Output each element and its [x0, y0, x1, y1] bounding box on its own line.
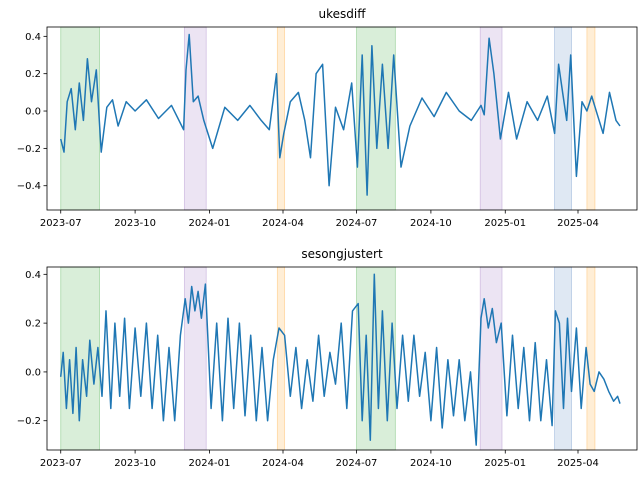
x-tick-label: 2025-01	[484, 218, 526, 229]
shaded-period-1	[60, 266, 100, 451]
y-tick-label: 0.4	[25, 270, 41, 281]
x-tick-label: 2024-07	[336, 458, 378, 469]
y-axis-ticks: −0.4 −0.2 0.0 0.2 0.4	[17, 32, 47, 192]
x-tick-label: 2025-04	[557, 458, 599, 469]
x-tick-label: 2023-10	[114, 218, 156, 229]
shaded-period-7	[586, 266, 596, 451]
y-tick-label: 0.4	[25, 32, 41, 43]
x-tick-label: 2024-04	[262, 458, 304, 469]
shaded-period-2	[183, 266, 207, 451]
x-axis-ticks: 2023-07 2023-10 2024-01 2024-04 2024-07 2024-…	[40, 450, 599, 469]
x-tick-label: 2024-10	[410, 458, 452, 469]
y-tick-label: −0.2	[17, 144, 41, 155]
x-tick-label: 2024-10	[410, 218, 452, 229]
x-tick-label: 2023-10	[114, 458, 156, 469]
shaded-period-3	[276, 266, 286, 451]
line-layer	[59, 33, 621, 196]
panel-ukesdiff: ukesdiff 2023-07 2023-10 2024-01 2024-04 202…	[17, 7, 638, 229]
plot-frame	[46, 266, 638, 451]
line-layer	[59, 273, 621, 446]
y-axis-ticks: −0.2 0.0 0.2 0.4	[17, 270, 47, 427]
x-tick-label: 2024-07	[336, 218, 378, 229]
y-tick-label: 0.2	[25, 69, 41, 80]
series-line-1	[59, 33, 621, 196]
y-tick-label: 0.0	[25, 107, 41, 118]
panel-title: sesongjustert	[301, 247, 383, 261]
y-tick-label: −0.2	[17, 416, 41, 427]
shaded-period-6	[554, 26, 572, 211]
shaded-period-5	[479, 266, 503, 451]
panel-sesongjustert: sesongjustert 2023-07 2023-10 2024-01 2024-…	[17, 247, 638, 469]
y-tick-label: 0.0	[25, 367, 41, 378]
x-tick-label: 2025-01	[484, 458, 526, 469]
y-tick-label: −0.4	[17, 181, 41, 192]
shaded-period-7	[586, 26, 596, 211]
panel-title: ukesdiff	[319, 7, 367, 21]
plot-frame	[46, 26, 638, 211]
x-tick-label: 2023-07	[40, 458, 82, 469]
y-tick-label: 0.2	[25, 319, 41, 330]
x-tick-label: 2024-01	[189, 458, 231, 469]
shaded-period-4	[356, 266, 396, 451]
x-tick-label: 2024-04	[262, 218, 304, 229]
shaded-period-1	[60, 26, 100, 211]
x-tick-label: 2025-04	[557, 218, 599, 229]
series-line-1	[59, 273, 621, 446]
x-axis-ticks: 2023-07 2023-10 2024-01 2024-04 2024-07 2024-…	[40, 210, 599, 229]
x-tick-label: 2023-07	[40, 218, 82, 229]
x-tick-label: 2024-01	[189, 218, 231, 229]
